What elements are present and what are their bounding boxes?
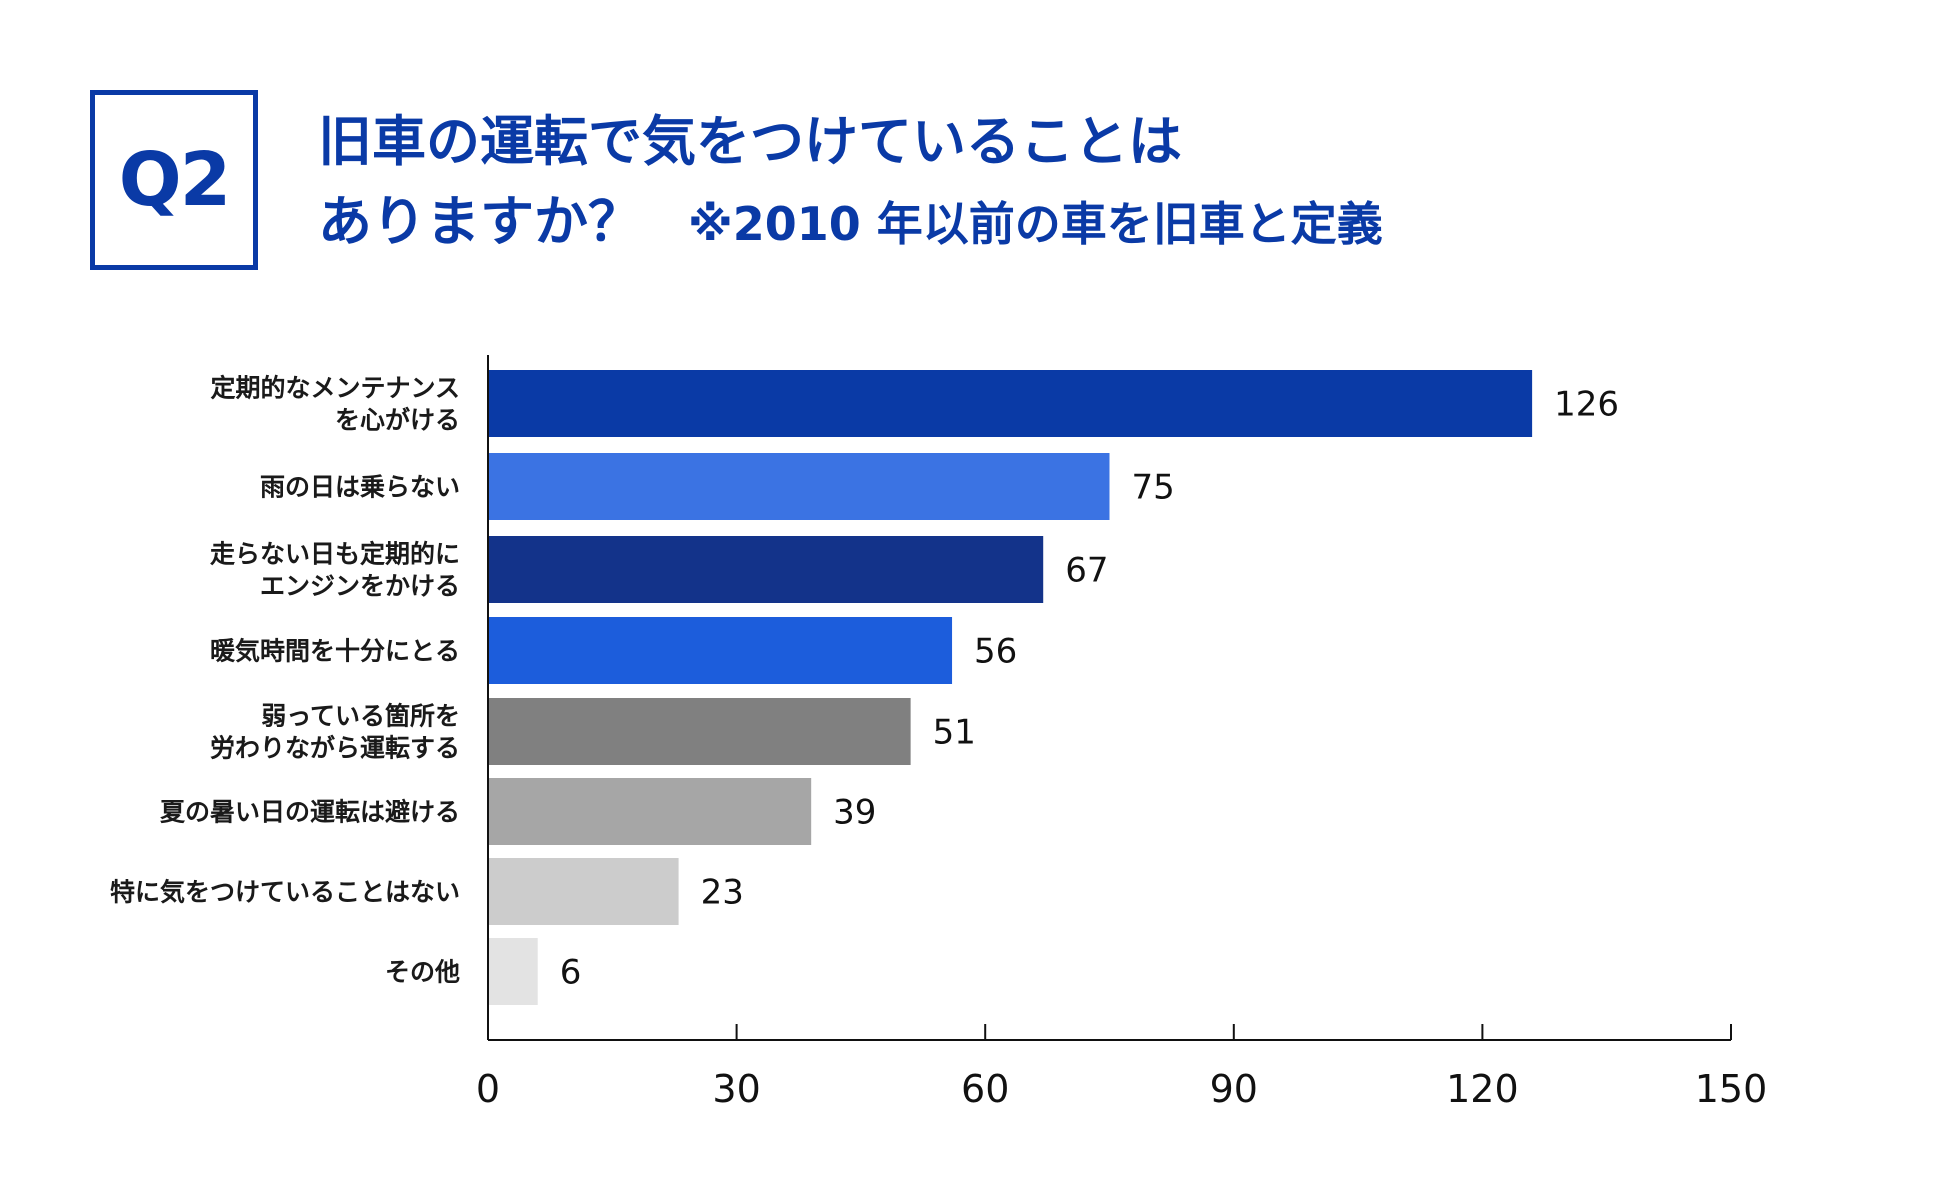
category-label-2: 雨の日は乗らない — [260, 473, 460, 502]
value-label-3: 67 — [1065, 551, 1108, 591]
bar-4 — [488, 617, 953, 684]
value-label-2: 75 — [1132, 468, 1175, 508]
category-label-7: 特に気をつけていることはない — [110, 878, 460, 907]
x-tick-label-0: 0 — [476, 1067, 500, 1111]
title-question: ありますか？ — [318, 190, 642, 253]
value-label-1: 126 — [1554, 385, 1619, 425]
question-badge-label: Q2 — [118, 137, 231, 223]
chart-title: 旧車の運転で気をつけていることは ありますか？ ※2010 年以前の車を旧車と定義 — [318, 102, 1383, 264]
value-label-7: 23 — [701, 873, 744, 913]
bar-3 — [488, 536, 1044, 603]
bar-1 — [488, 370, 1533, 437]
category-label-5: 弱っている箇所を労わりながら運転する — [210, 702, 460, 763]
x-tick-label-90: 90 — [1210, 1067, 1258, 1111]
value-label-5: 51 — [933, 713, 976, 753]
question-badge: Q2 — [90, 90, 258, 270]
bar-7 — [488, 858, 679, 925]
x-tick-label-150: 150 — [1695, 1067, 1768, 1111]
title-note: ※2010 年以前の車を旧車と定義 — [688, 197, 1383, 251]
category-label-1: 定期的なメンテナンスを心がける — [210, 374, 460, 435]
x-tick-label-30: 30 — [712, 1067, 760, 1111]
bar-2 — [488, 453, 1110, 520]
category-label-3: 走らない日も定期的にエンジンをかける — [210, 540, 460, 601]
value-label-6: 39 — [833, 793, 876, 833]
category-label-6: 夏の暑い日の運転は避ける — [160, 798, 460, 827]
category-label-4: 暖気時間を十分にとる — [210, 637, 460, 666]
category-label-8: その他 — [385, 958, 460, 987]
x-tick-label-60: 60 — [961, 1067, 1009, 1111]
bar-5 — [488, 698, 911, 765]
bar-6 — [488, 778, 812, 845]
x-tick-label-120: 120 — [1446, 1067, 1519, 1111]
value-label-4: 56 — [974, 632, 1017, 672]
title-line-1: 旧車の運転で気をつけていることは — [318, 110, 1182, 173]
bar-8 — [488, 938, 538, 1005]
title-line-2: ありますか？ ※2010 年以前の車を旧車と定義 — [318, 182, 1383, 264]
value-label-8: 6 — [560, 953, 582, 993]
